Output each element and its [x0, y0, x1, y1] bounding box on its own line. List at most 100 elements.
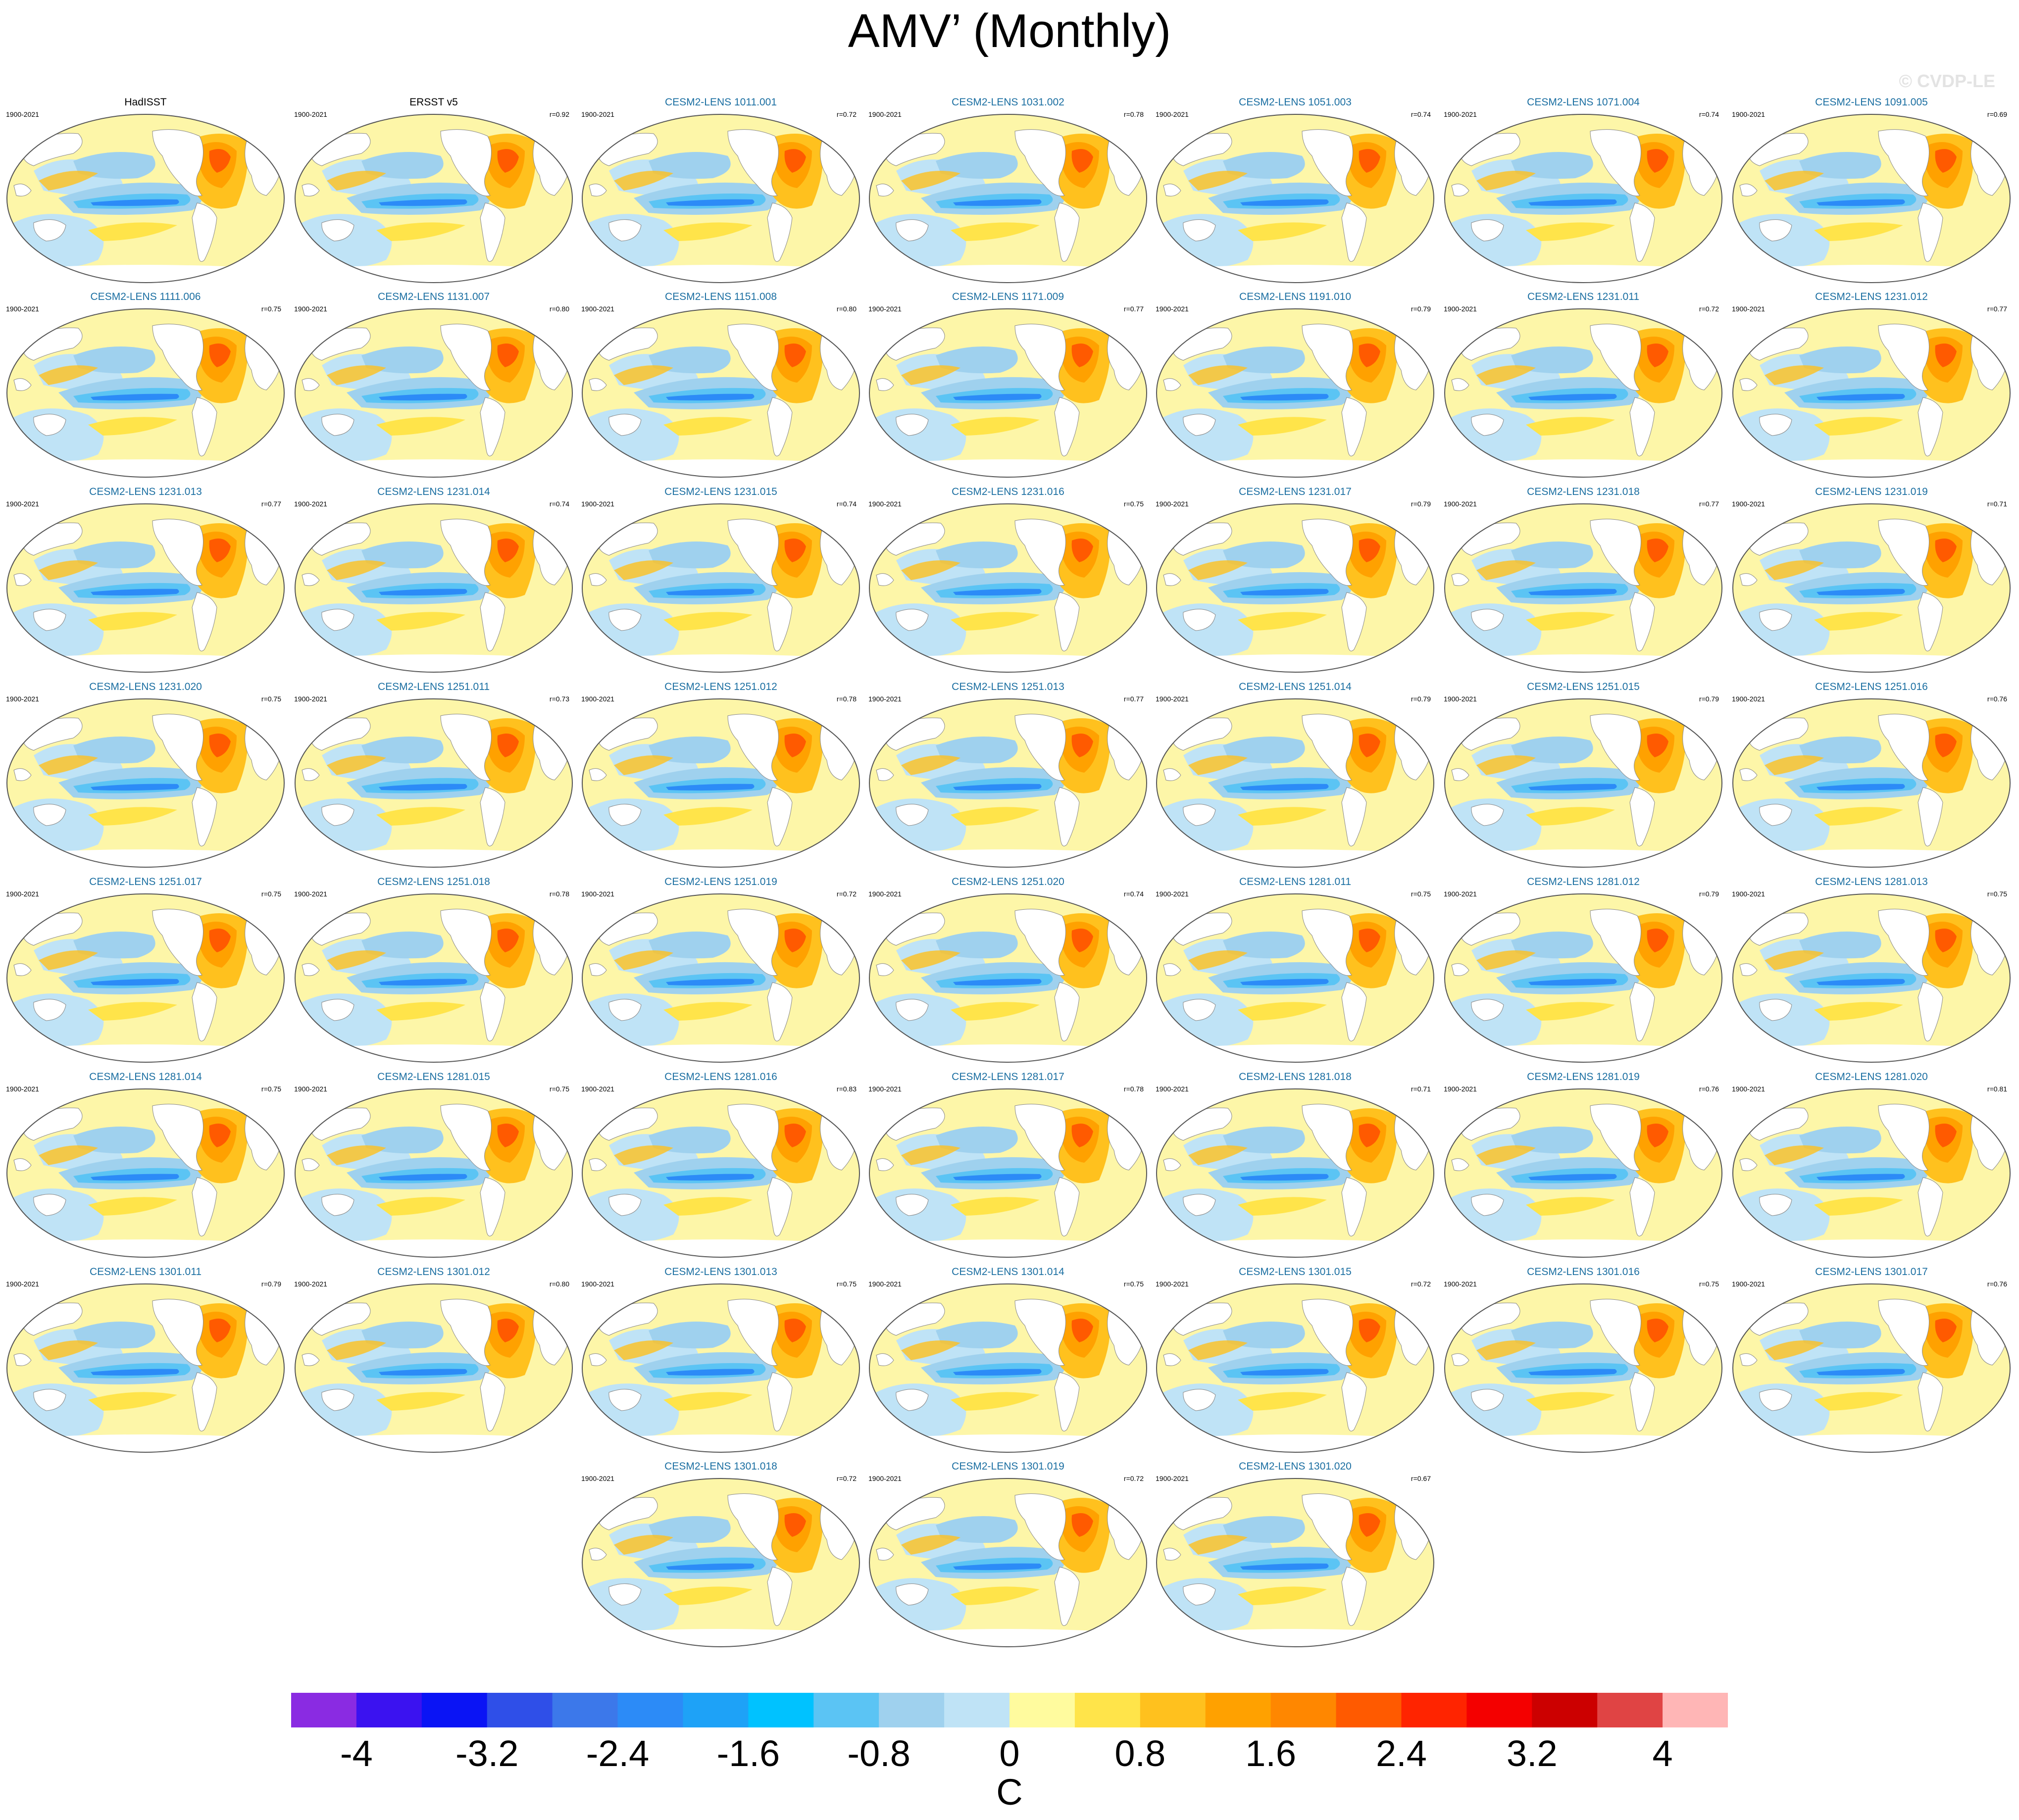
- sst-anomaly-map: [1156, 503, 1434, 673]
- map-panel: CESM2-LENS 1281.018 1900-2021 r=0.71: [1154, 1071, 1437, 1261]
- panel-pattern-correlation: r=0.72: [836, 890, 857, 898]
- map-projection-outline: [869, 893, 1147, 1063]
- sst-anomaly-map: [582, 503, 860, 673]
- colorbar-swatch: [1597, 1693, 1663, 1727]
- map-projection-outline: [6, 114, 285, 283]
- map-panel: CESM2-LENS 1231.012 1900-2021 r=0.77: [1730, 291, 2013, 481]
- panel-pattern-correlation: r=0.81: [1987, 1085, 2007, 1093]
- map-projection-outline: [582, 1088, 860, 1258]
- map-panel: CESM2-LENS 1051.003 1900-2021 r=0.74: [1154, 97, 1437, 286]
- map-panel: CESM2-LENS 1231.018 1900-2021 r=0.77: [1442, 486, 1725, 676]
- sst-anomaly-map: [6, 1283, 285, 1453]
- colorbar-swatch: [813, 1693, 879, 1727]
- map-panel: CESM2-LENS 1111.006 1900-2021 r=0.75: [4, 291, 287, 481]
- panel-case-label: CESM2-LENS 1131.007: [377, 291, 490, 302]
- map-panel: CESM2-LENS 1251.016 1900-2021 r=0.76: [1730, 681, 2013, 871]
- sst-anomaly-map: [869, 1088, 1147, 1258]
- panel-case-label: CESM2-LENS 1231.015: [664, 486, 777, 497]
- map-panel: CESM2-LENS 1091.005 1900-2021 r=0.69: [1730, 97, 2013, 286]
- panel-pattern-correlation: r=0.75: [836, 1280, 857, 1288]
- map-panel: CESM2-LENS 1281.017 1900-2021 r=0.78: [866, 1071, 1150, 1261]
- colorbar-swatch: [1010, 1693, 1075, 1727]
- map-projection-outline: [1732, 308, 2011, 478]
- sst-anomaly-map: [1156, 1088, 1434, 1258]
- panel-pattern-correlation: r=0.72: [1411, 1280, 1431, 1288]
- panel-pattern-correlation: r=0.77: [1699, 500, 1719, 508]
- colorbar-swatch: [1074, 1693, 1141, 1727]
- panel-period: 1900-2021: [294, 500, 327, 508]
- panel-period: 1900-2021: [294, 1280, 327, 1288]
- sst-anomaly-map: [1732, 114, 2011, 283]
- map-projection-outline: [1156, 893, 1434, 1063]
- map-panel: CESM2-LENS 1251.019 1900-2021 r=0.72: [579, 876, 862, 1066]
- panel-case-label: CESM2-LENS 1251.012: [664, 681, 777, 692]
- panel-case-label: CESM2-LENS 1281.019: [1527, 1071, 1640, 1082]
- panel-pattern-correlation: r=0.75: [261, 695, 281, 703]
- map-projection-outline: [295, 308, 573, 478]
- panel-pattern-correlation: r=0.71: [1987, 500, 2007, 508]
- map-projection-outline: [869, 503, 1147, 673]
- map-projection-outline: [1156, 503, 1434, 673]
- panel-period: 1900-2021: [1732, 1085, 1765, 1093]
- map-projection-outline: [1444, 698, 1722, 868]
- map-projection-outline: [869, 698, 1147, 868]
- sst-anomaly-map: [1444, 1088, 1722, 1258]
- map-projection-outline: [1444, 503, 1722, 673]
- colorbar: [291, 1693, 1728, 1727]
- panel-case-label: CESM2-LENS 1251.015: [1527, 681, 1640, 692]
- panel-pattern-correlation: r=0.75: [1123, 1280, 1144, 1288]
- panel-pattern-correlation: r=0.74: [1411, 110, 1431, 118]
- colorbar-swatch: [356, 1693, 422, 1727]
- map-panel: CESM2-LENS 1171.009 1900-2021 r=0.77: [866, 291, 1150, 481]
- map-panel: CESM2-LENS 1251.012 1900-2021 r=0.78: [579, 681, 862, 871]
- map-panel: CESM2-LENS 1301.018 1900-2021 r=0.72: [579, 1461, 862, 1650]
- sst-anomaly-map: [1732, 1283, 2011, 1453]
- panel-pattern-correlation: r=0.80: [549, 1280, 569, 1288]
- panel-period: 1900-2021: [1156, 1475, 1189, 1482]
- panel-period: 1900-2021: [6, 1280, 39, 1288]
- sst-anomaly-map: [582, 893, 860, 1063]
- map-projection-outline: [582, 308, 860, 478]
- colorbar-tick-label: -0.8: [847, 1733, 910, 1774]
- sst-anomaly-map: [295, 893, 573, 1063]
- sst-anomaly-map: [6, 308, 285, 478]
- panel-pattern-correlation: r=0.77: [1123, 695, 1144, 703]
- map-panel: CESM2-LENS 1231.015 1900-2021 r=0.74: [579, 486, 862, 676]
- map-projection-outline: [582, 698, 860, 868]
- sst-anomaly-map: [295, 1283, 573, 1453]
- panel-period: 1900-2021: [6, 110, 39, 118]
- sst-anomaly-map: [869, 1283, 1147, 1453]
- map-projection-outline: [1444, 1283, 1722, 1453]
- map-projection-outline: [295, 893, 573, 1063]
- panel-pattern-correlation: r=0.79: [1699, 890, 1719, 898]
- map-panel: CESM2-LENS 1251.013 1900-2021 r=0.77: [866, 681, 1150, 871]
- panel-period: 1900-2021: [868, 695, 902, 703]
- map-projection-outline: [6, 308, 285, 478]
- panel-period: 1900-2021: [1156, 110, 1189, 118]
- panel-period: 1900-2021: [581, 1280, 614, 1288]
- panel-pattern-correlation: r=0.80: [549, 305, 569, 313]
- map-projection-outline: [869, 1478, 1147, 1647]
- map-projection-outline: [582, 893, 860, 1063]
- map-panel: CESM2-LENS 1251.015 1900-2021 r=0.79: [1442, 681, 1725, 871]
- panel-pattern-correlation: r=0.76: [1699, 1085, 1719, 1093]
- panel-period: 1900-2021: [581, 305, 614, 313]
- panel-period: 1900-2021: [1444, 305, 1477, 313]
- panel-case-label: CESM2-LENS 1281.018: [1239, 1071, 1352, 1082]
- panel-period: 1900-2021: [294, 1085, 327, 1093]
- panel-pattern-correlation: r=0.75: [261, 1085, 281, 1093]
- map-projection-outline: [869, 114, 1147, 283]
- panel-period: 1900-2021: [868, 1475, 902, 1482]
- map-panel: CESM2-LENS 1301.015 1900-2021 r=0.72: [1154, 1266, 1437, 1456]
- panel-case-label: CESM2-LENS 1231.014: [377, 486, 490, 497]
- sst-anomaly-map: [1156, 308, 1434, 478]
- panel-period: 1900-2021: [868, 1085, 902, 1093]
- panel-pattern-correlation: r=0.79: [1411, 500, 1431, 508]
- panel-pattern-correlation: r=0.77: [261, 500, 281, 508]
- map-projection-outline: [1732, 1088, 2011, 1258]
- map-panel: CESM2-LENS 1251.018 1900-2021 r=0.78: [292, 876, 575, 1066]
- panel-case-label: CESM2-LENS 1301.020: [1239, 1461, 1352, 1472]
- panel-pattern-correlation: r=0.78: [549, 890, 569, 898]
- map-panel: CESM2-LENS 1301.017 1900-2021 r=0.76: [1730, 1266, 2013, 1456]
- colorbar-tick-label: -4: [340, 1733, 373, 1774]
